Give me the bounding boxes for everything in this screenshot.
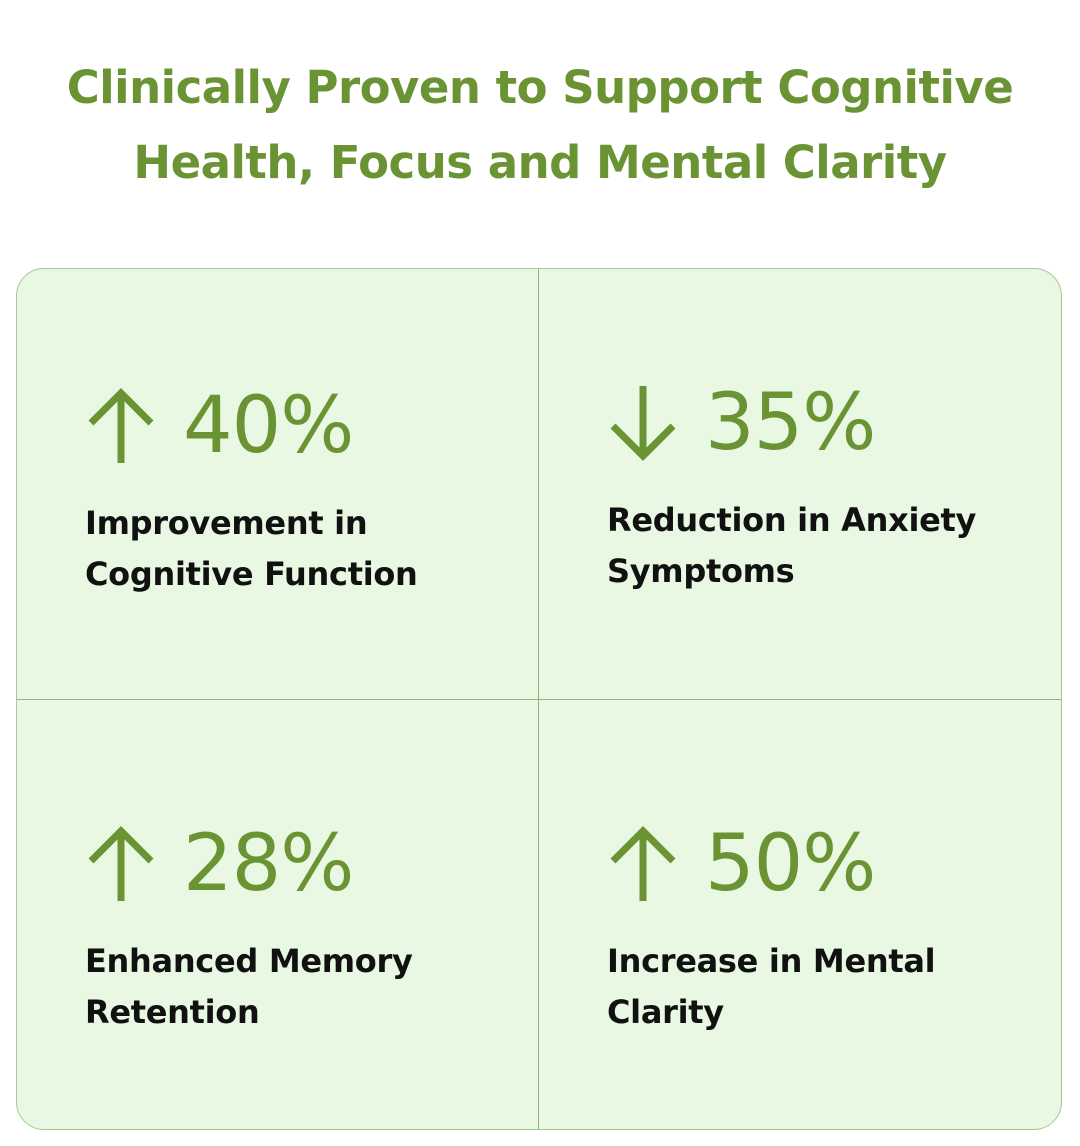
- stat-description-line-2: Cognitive Function: [85, 555, 418, 593]
- horizontal-divider: [17, 699, 1061, 700]
- stats-panel: 40% Improvement in Cognitive Function 35…: [16, 268, 1062, 1130]
- stat-description-line-1: Improvement in: [85, 504, 368, 542]
- arrow-down-icon: [607, 382, 679, 464]
- stat-description-line-1: Increase in Mental: [607, 942, 936, 980]
- stat-memory-retention: 28% Enhanced Memory Retention: [85, 814, 525, 1038]
- stat-value: 28%: [183, 819, 354, 909]
- stat-anxiety-reduction: 35% Reduction in Anxiety Symptoms: [607, 373, 1047, 597]
- stat-value: 40%: [183, 381, 354, 471]
- stat-mental-clarity: 50% Increase in Mental Clarity: [607, 814, 1047, 1038]
- arrow-up-icon: [85, 385, 157, 467]
- stat-description-line-2: Clarity: [607, 993, 724, 1031]
- stat-description-line-2: Retention: [85, 993, 260, 1031]
- stat-value: 50%: [705, 819, 876, 909]
- stat-description-line-1: Reduction in Anxiety: [607, 501, 977, 539]
- stat-description: Reduction in Anxiety Symptoms: [607, 495, 1047, 597]
- stat-description: Increase in Mental Clarity: [607, 936, 1047, 1038]
- arrow-up-icon: [85, 823, 157, 905]
- stat-value: 35%: [705, 378, 876, 468]
- page-title: Clinically Proven to Support Cognitive H…: [0, 50, 1080, 200]
- stat-description-line-1: Enhanced Memory: [85, 942, 413, 980]
- stat-cognitive-function: 40% Improvement in Cognitive Function: [85, 376, 525, 600]
- stat-description: Improvement in Cognitive Function: [85, 498, 525, 600]
- page-title-line-1: Clinically Proven to Support Cognitive: [66, 61, 1014, 115]
- stat-description-line-2: Symptoms: [607, 552, 795, 590]
- stat-description: Enhanced Memory Retention: [85, 936, 525, 1038]
- arrow-up-icon: [607, 823, 679, 905]
- page-title-line-2: Health, Focus and Mental Clarity: [133, 136, 947, 190]
